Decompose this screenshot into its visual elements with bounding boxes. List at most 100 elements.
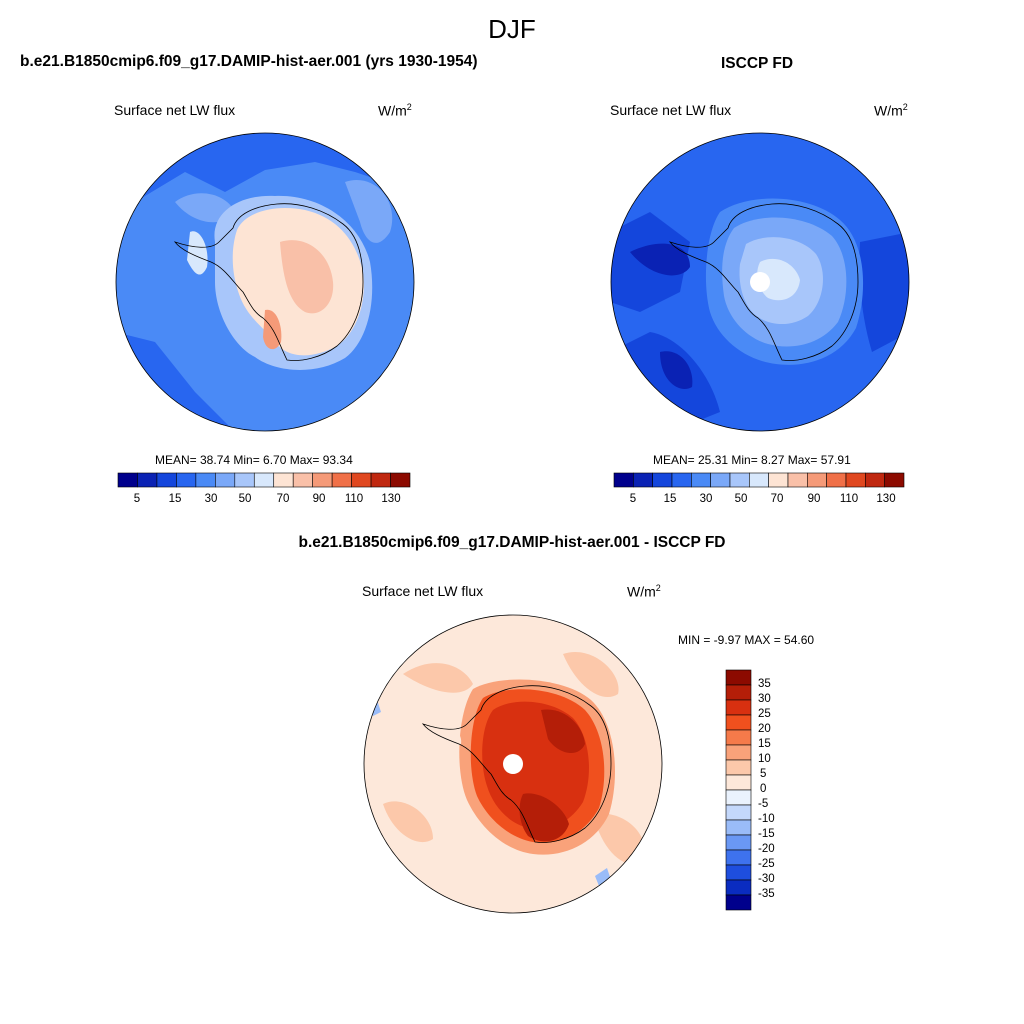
colorbar-cell — [729, 472, 750, 488]
diff-colorbar-tick: 15 — [758, 738, 771, 750]
diff-colorbar-tick: -25 — [758, 858, 775, 870]
colorbar-cell — [725, 789, 752, 806]
colorbar-cell — [787, 472, 808, 488]
model-colorbar-tick: 30 — [204, 493, 218, 505]
colorbar-cell — [725, 759, 752, 776]
colorbar-cell — [725, 729, 752, 746]
model-colorbar-tick: 15 — [168, 493, 182, 505]
diff-colorbar-tick: -15 — [758, 828, 775, 840]
diff-map-border — [363, 614, 663, 914]
colorbar-cell — [633, 472, 653, 488]
obs-colorbar-tick: 90 — [807, 493, 821, 505]
obs-stats: MEAN= 25.31 Min= 8.27 Max= 57.91 — [653, 453, 851, 467]
colorbar-cell — [117, 472, 138, 488]
colorbar-cell — [370, 472, 391, 488]
colorbar-cell — [390, 472, 411, 488]
colorbar-cell — [725, 714, 752, 731]
model-colorbar-tick: 130 — [381, 493, 401, 505]
model-units-label: W/m2 — [378, 102, 412, 119]
colorbar-cell — [273, 472, 294, 488]
colorbar-cell — [137, 472, 158, 488]
colorbar-cell — [865, 472, 885, 488]
obs-polar-map — [610, 132, 910, 432]
diff-variable-label: Surface net LW flux — [362, 583, 484, 599]
obs-colorbar-tick: 130 — [876, 493, 896, 505]
diff-colorbar-tick: 35 — [758, 678, 771, 690]
colorbar-cell — [725, 699, 752, 716]
model-colorbar-tick: 90 — [312, 493, 326, 505]
model-stats: MEAN= 38.74 Min= 6.70 Max= 93.34 — [155, 453, 353, 467]
obs-coastline — [668, 203, 859, 361]
colorbar-cell — [826, 472, 847, 488]
obs-colorbar-tick: 50 — [734, 493, 748, 505]
diff-polar-map — [363, 614, 663, 914]
diff-colorbar-tick: 25 — [758, 708, 771, 720]
colorbar-cell — [312, 472, 333, 488]
diff-colorbar-tick: -20 — [758, 843, 775, 855]
model-variable-label: Surface net LW flux — [114, 102, 236, 118]
obs-colorbar-tick: 15 — [663, 493, 677, 505]
diff-colorbar-tick: 20 — [758, 723, 771, 735]
diff-panel-title: b.e21.B1850cmip6.f09_g17.DAMIP-hist-aer.… — [298, 534, 726, 551]
model-coastline — [173, 203, 364, 361]
colorbar-cell — [725, 894, 752, 911]
colorbar-cell — [725, 774, 752, 791]
colorbar-cell — [671, 472, 692, 488]
colorbar-cell — [725, 804, 752, 821]
model-colorbar-tick: 70 — [276, 493, 290, 505]
obs-colorbar-tick: 70 — [770, 493, 784, 505]
obs-colorbar-tick: 110 — [839, 493, 859, 505]
diff-colorbar-tick: 10 — [758, 753, 771, 765]
colorbar-cell — [292, 472, 313, 488]
model-colorbar-tick: 110 — [344, 493, 364, 505]
colorbar-cell — [725, 849, 752, 866]
colorbar-cell — [884, 472, 905, 488]
colorbar-cell — [725, 684, 752, 701]
colorbar-cell — [725, 744, 752, 761]
colorbar-cell — [234, 472, 255, 488]
colorbar-cell — [807, 472, 827, 488]
colorbar-cell — [652, 472, 673, 488]
diff-colorbar-tick: -5 — [758, 798, 769, 810]
colorbar-cell — [749, 472, 769, 488]
colorbar-cell — [845, 472, 866, 488]
model-colorbar-tick: 50 — [238, 493, 252, 505]
diff-pole-hole — [503, 754, 523, 774]
colorbar-cell — [331, 472, 352, 488]
colorbar-cell — [725, 819, 752, 836]
season-title: DJF — [488, 14, 536, 44]
diff-colorbar-tick: -30 — [758, 873, 775, 885]
diff-coastline — [421, 685, 612, 843]
obs-colorbar-tick: 30 — [699, 493, 713, 505]
colorbar-cell — [176, 472, 197, 488]
obs-units-label: W/m2 — [874, 102, 908, 119]
colorbar-cell — [691, 472, 711, 488]
diff-colorbar-tick: -35 — [758, 888, 775, 900]
diff-units-label: W/m2 — [627, 583, 661, 600]
obs-variable-label: Surface net LW flux — [610, 102, 732, 118]
diff-colorbar-tick: 30 — [758, 693, 771, 705]
colorbar-cell — [156, 472, 177, 488]
colorbar-cell — [725, 879, 752, 896]
colorbar-cell — [725, 864, 752, 881]
diff-colorbar-tick: -10 — [758, 813, 775, 825]
model-map-border — [115, 132, 415, 432]
colorbar-cell — [768, 472, 789, 488]
obs-colorbar-tick: 5 — [629, 493, 637, 505]
obs-pole-hole — [750, 272, 770, 292]
obs-map-border — [610, 132, 910, 432]
model-map-field — [116, 133, 414, 431]
colorbar-cell — [253, 472, 275, 488]
diff-stats: MIN = -9.97 MAX = 54.60 — [678, 633, 815, 647]
colorbar-cell — [215, 472, 236, 488]
model-colorbar — [117, 472, 411, 488]
model-colorbar-tick: 5 — [133, 493, 141, 505]
diff-colorbar-tick: 0 — [760, 783, 767, 795]
colorbar-cell — [725, 834, 752, 851]
diff-colorbar-tick: 5 — [760, 768, 767, 780]
colorbar-cell — [195, 472, 216, 488]
obs-panel-title: ISCCP FD — [721, 55, 794, 72]
colorbar-cell — [710, 472, 731, 488]
colorbar-cell — [613, 472, 634, 488]
model-polar-map — [115, 132, 415, 432]
